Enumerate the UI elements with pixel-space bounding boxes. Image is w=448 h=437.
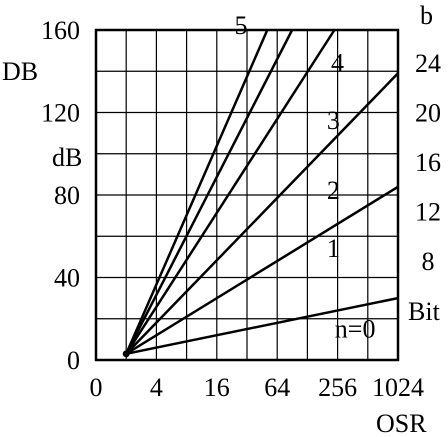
series-line — [125, 72, 399, 355]
series-line — [125, 29, 269, 355]
y-tick-label: 80 — [54, 181, 80, 210]
start-point — [122, 350, 130, 358]
y-tick-label: 40 — [54, 264, 80, 293]
series-label: 1 — [327, 234, 340, 263]
right-y-tick-label: 24 — [415, 49, 441, 78]
y-tick-label: 120 — [41, 99, 80, 128]
right-axis-label-bit: Bit — [408, 297, 441, 326]
series-labels: n=0 1 2 3 4 5 — [234, 11, 375, 343]
series-line — [125, 29, 294, 355]
right-y-tick-label: 20 — [415, 99, 441, 128]
plot-frame — [94, 28, 400, 362]
series-label: 4 — [331, 48, 344, 77]
y-tick-label: 160 — [41, 16, 80, 45]
x-tick-label: 256 — [318, 373, 357, 402]
x-tick-label: 16 — [204, 373, 230, 402]
grid — [96, 30, 398, 360]
right-y-tick-labels: 8 12 16 20 24 — [415, 49, 441, 276]
x-tick-label: 64 — [264, 373, 290, 402]
x-tick-label: 0 — [90, 373, 103, 402]
x-axis-label: OSR — [376, 409, 427, 437]
curves — [122, 29, 399, 358]
series-line — [125, 296, 399, 356]
series-label: 3 — [327, 106, 340, 135]
right-y-tick-label: 16 — [415, 148, 441, 177]
right-y-tick-label: 8 — [422, 247, 435, 276]
x-tick-label: 1024 — [372, 373, 424, 402]
right-axis-label-b: b — [420, 1, 433, 30]
x-tick-labels: 0 4 16 64 256 1024 — [90, 373, 425, 402]
right-y-tick-label: 12 — [415, 198, 441, 227]
series-line — [125, 29, 336, 355]
y-tick-label: 0 — [67, 346, 80, 375]
series-line — [125, 185, 399, 355]
x-tick-label: 4 — [150, 373, 163, 402]
series-label: 5 — [234, 11, 247, 40]
y-axis-label-db-upper: DB — [2, 57, 38, 86]
series-label: n=0 — [335, 314, 376, 343]
y-tick-labels: 0 40 80 120 160 — [41, 16, 80, 375]
series-label: 2 — [327, 176, 340, 205]
y-axis-label-db-lower: dB — [52, 143, 82, 172]
